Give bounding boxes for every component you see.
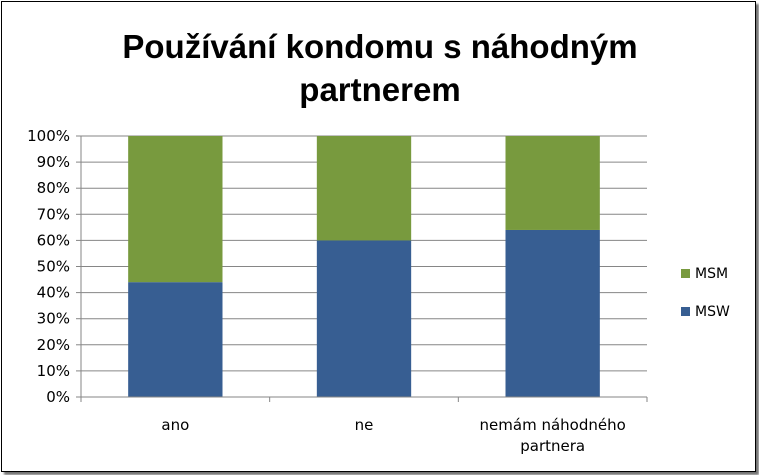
legend-label-msw: MSW [695,304,730,320]
chart-title: Používání kondomu s náhodným partnerem [122,28,637,108]
y-tick-label: 20% [37,336,70,354]
chart-canvas: Používání kondomu s náhodným partnerem 0… [27,28,730,455]
x-category-label: ano [161,416,189,434]
bar-msw [128,282,223,397]
x-category-label: ne [355,416,374,434]
bar-msm [316,136,412,241]
y-tick-label: 60% [37,231,70,249]
y-tick-label: 40% [37,284,70,302]
bar-msw [505,229,600,397]
y-tick-label: 100% [27,127,70,145]
y-axis-tick-labels: 0% 10% 20% 30% 40% 50% 60% 70% 80% 90% 100% [27,127,70,406]
legend-label-msm: MSM [695,266,728,282]
chart-title-line-1: Používání kondomu s náhodným [122,28,637,65]
y-tick-label: 30% [37,310,70,328]
legend-swatch-msw [681,307,690,316]
x-axis-category-labels: ano ne nemám náhodného partnera [161,416,625,455]
legend: MSM MSW [681,266,730,320]
bar-msm [505,136,600,230]
y-tick-label: 0% [46,388,70,406]
y-tick-label: 90% [37,153,70,171]
x-category-label: nemám náhodného [480,416,626,434]
y-tick-label: 50% [37,258,70,276]
y-tick-label: 70% [37,205,70,223]
bars [128,136,600,397]
chart-title-line-2: partnerem [299,71,460,108]
axes [76,135,648,402]
y-tick-label: 10% [37,362,70,380]
bar-msm [128,136,223,283]
x-category-label: partnera [520,437,585,455]
bar-msw [316,240,412,397]
y-tick-label: 80% [37,179,70,197]
legend-swatch-msm [681,269,690,278]
